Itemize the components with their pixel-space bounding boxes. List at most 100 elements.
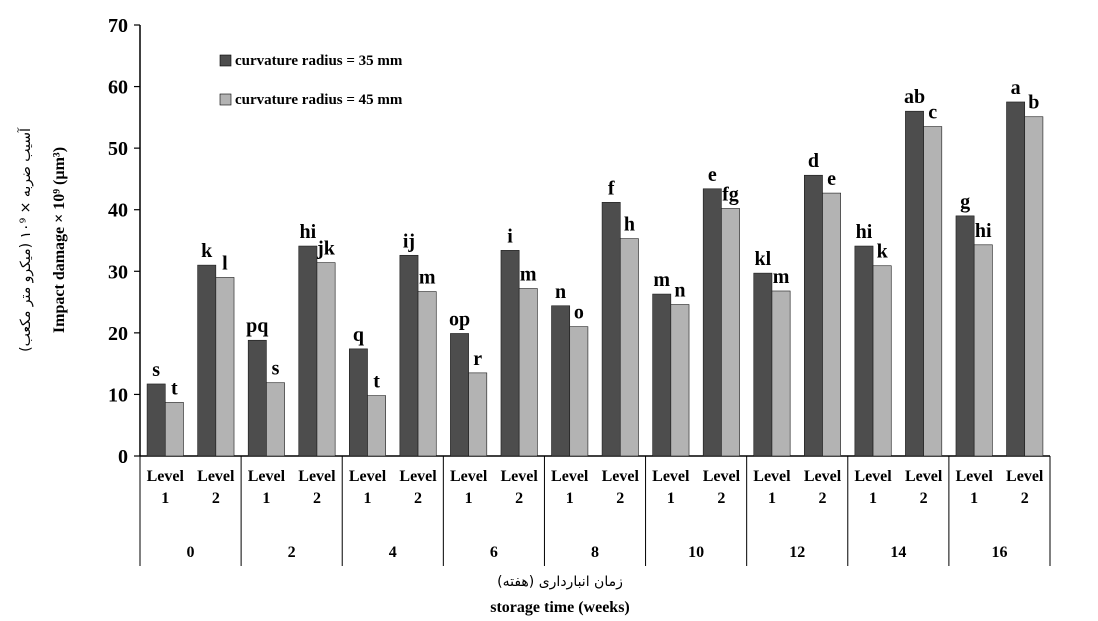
- bar-significance-label: r: [473, 348, 482, 370]
- bar-significance-label: k: [201, 240, 213, 262]
- bar-significance-label: l: [222, 252, 228, 274]
- level-label-word: Level: [804, 468, 842, 485]
- bar-45mm: [518, 288, 538, 457]
- y-ticks: 0 10 20 30 40 50 60 70: [108, 15, 140, 468]
- bar-35mm: [601, 202, 621, 457]
- level-label-word: Level: [399, 468, 437, 485]
- week-label: 8: [591, 544, 599, 561]
- bar-45mm: [164, 402, 184, 457]
- level-label-word: Level: [652, 468, 690, 485]
- bar-45mm: [619, 238, 639, 457]
- level-label-number: 2: [717, 490, 725, 507]
- x-categories: 0 Level 1 Level 2 2 Level 1 Level 2 4 Level 1 Level 2 6…: [139, 456, 1051, 566]
- x-axis-label: storage time (weeks): [490, 599, 630, 616]
- bar-35mm: [500, 250, 520, 457]
- legend-swatch-35mm: [219, 54, 232, 67]
- bar-significance-label: t: [171, 377, 178, 399]
- bar-35mm: [298, 245, 318, 457]
- bar-significance-label: n: [555, 281, 566, 303]
- week-label: 0: [187, 544, 195, 561]
- level-label-word: Level: [248, 468, 286, 485]
- level-label-word: Level: [905, 468, 943, 485]
- bar-45mm: [468, 372, 488, 457]
- level-label-word: Level: [854, 468, 892, 485]
- bar-significance-label: o: [574, 302, 584, 324]
- bar-45mm: [215, 277, 235, 457]
- level-label-number: 2: [414, 490, 422, 507]
- bar-35mm: [905, 110, 924, 457]
- level-label-number: 2: [920, 490, 928, 507]
- x-axis-labels: زمان انبارداری (هفته) storage time (week…: [490, 574, 630, 616]
- bar-significance-label: op: [449, 308, 470, 330]
- bar-45mm: [721, 208, 740, 457]
- bar-significance-label: m: [419, 267, 436, 289]
- y-axis-label-persian: آسیب ضربه × ۱۰⁹ (میکرو متر مکعب): [17, 127, 34, 352]
- bar-35mm: [652, 293, 672, 457]
- level-label-number: 1: [262, 490, 270, 507]
- level-label-word: Level: [298, 468, 336, 485]
- bar-45mm: [316, 262, 336, 457]
- level-label-number: 1: [869, 490, 877, 507]
- level-label-number: 1: [161, 490, 169, 507]
- bar-45mm: [670, 304, 690, 457]
- bar-45mm: [872, 265, 892, 457]
- week-label: 10: [688, 544, 704, 561]
- bar-45mm: [266, 382, 285, 457]
- bar-35mm: [348, 348, 368, 457]
- x-axis-label-persian: زمان انبارداری (هفته): [497, 574, 623, 590]
- bar-35mm: [247, 339, 267, 457]
- bar-significance-label: hi: [300, 221, 317, 243]
- level-label-number: 2: [616, 490, 624, 507]
- bar-45mm: [973, 244, 993, 457]
- level-label-word: Level: [602, 468, 640, 485]
- axes: [139, 25, 1050, 457]
- bar-significance-label: m: [773, 266, 790, 288]
- bar-significance-label: m: [520, 264, 537, 286]
- bar-significance-label: t: [373, 371, 380, 393]
- bar-35mm: [146, 383, 166, 457]
- level-label-word: Level: [501, 468, 539, 485]
- legend-label-35mm: curvature radius = 35 mm: [235, 53, 403, 69]
- level-label-number: 1: [970, 490, 978, 507]
- level-label-word: Level: [450, 468, 488, 485]
- bar-significance-label: pq: [246, 315, 268, 337]
- level-label-number: 2: [212, 490, 220, 507]
- bar-35mm: [955, 215, 975, 457]
- bar-35mm: [702, 188, 722, 457]
- y-tick-label: 60: [108, 77, 128, 99]
- bar-significance-label: i: [507, 225, 513, 247]
- bar-35mm: [197, 264, 217, 457]
- bar-35mm: [753, 272, 773, 457]
- bar-45mm: [367, 395, 387, 457]
- y-tick-label: 0: [118, 446, 128, 468]
- legend-swatch-45mm: [219, 93, 232, 106]
- bar-significance-label: s: [272, 358, 280, 380]
- bar-significance-label: g: [960, 191, 970, 213]
- bar-significance-label: fg: [722, 183, 739, 205]
- y-tick-label: 20: [108, 323, 128, 345]
- bar-significance-label: ij: [403, 230, 415, 252]
- bar-35mm: [854, 245, 874, 457]
- y-tick-label: 10: [108, 384, 128, 406]
- bar-significance-label: n: [674, 280, 685, 302]
- bar-35mm: [450, 333, 469, 457]
- bar-significance-label: c: [928, 102, 937, 124]
- bar-significance-label: k: [877, 241, 889, 263]
- level-label-word: Level: [551, 468, 589, 485]
- level-label-number: 2: [1021, 490, 1029, 507]
- bar-significance-label: hi: [856, 221, 873, 243]
- week-label: 2: [288, 544, 296, 561]
- level-label-number: 2: [819, 490, 827, 507]
- level-label-number: 2: [313, 490, 321, 507]
- bar-45mm: [771, 290, 791, 457]
- bar-45mm: [1024, 116, 1044, 457]
- bar-45mm: [923, 126, 943, 457]
- bar-35mm: [551, 305, 571, 457]
- level-label-number: 1: [465, 490, 473, 507]
- level-label-word: Level: [349, 468, 387, 485]
- bar-35mm: [1006, 101, 1026, 457]
- level-label-word: Level: [956, 468, 994, 485]
- bar-significance-label: ab: [904, 86, 925, 108]
- bar-significance-label: e: [708, 164, 717, 186]
- bar-significance-label: b: [1028, 92, 1039, 114]
